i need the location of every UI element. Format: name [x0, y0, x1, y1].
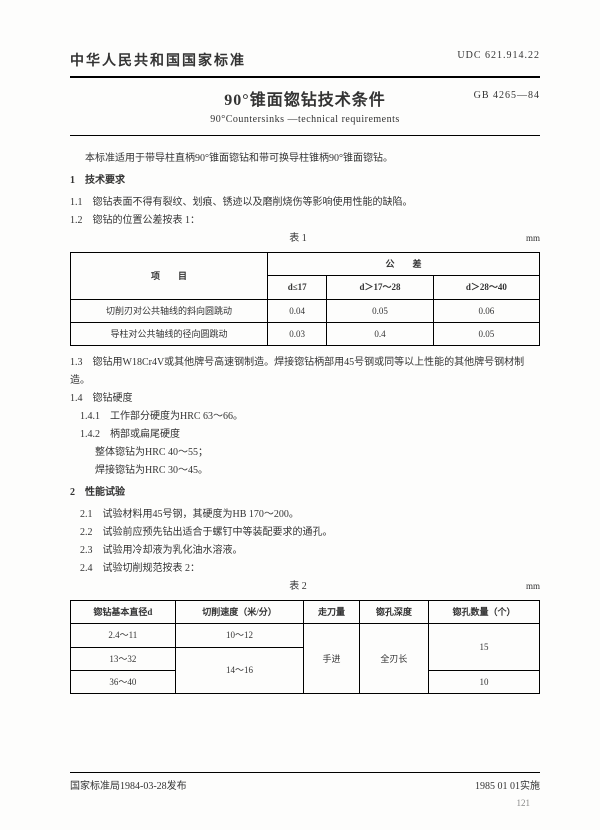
- t2-h5: 锪孔数量（个）: [429, 601, 540, 624]
- para-1-2: 1.2 锪钻的位置公差按表 1：: [70, 212, 540, 230]
- para-1-4-2: 1.4.2 柄部或扁尾硬度: [80, 426, 540, 444]
- t2-h2: 切削速度（米/分）: [175, 601, 304, 624]
- t2-h1: 锪钻基本直径d: [71, 601, 176, 624]
- table1-label: 表 1: [289, 230, 307, 248]
- intro-para: 本标准适用于带导柱直柄90°锥面锪钻和带可换导柱锥柄90°锥面锪钻。: [70, 150, 540, 168]
- para-2-4: 2.4 试验切削规范按表 2：: [80, 560, 540, 578]
- table1-unit: mm: [526, 230, 540, 246]
- table-2: 锪钻基本直径d 切削速度（米/分） 走刀量 锪孔深度 锪孔数量（个） 2.4～1…: [70, 600, 540, 694]
- publish-info: 国家标准局1984-03-28发布: [70, 777, 187, 792]
- table2-unit: mm: [526, 578, 540, 594]
- table-row: 2.4～11 10～12 手进 全刃长 15: [71, 624, 540, 647]
- t1-h-d1: d≤17: [267, 276, 326, 299]
- country-title: 中华人民共和国国家标准: [70, 50, 246, 70]
- page-footer: 国家标准局1984-03-28发布 1985 01 01实施: [70, 772, 540, 792]
- implement-info: 1985 01 01实施: [475, 777, 540, 792]
- section-1-heading: 1 技术要求: [70, 172, 540, 190]
- para-1-3: 1.3 锪钻用W18Cr4V或其他牌号高速钢制造。焊接锪钻柄部用45号钢或同等以…: [70, 354, 540, 390]
- t1-h-d2: d＞17～28: [327, 276, 433, 299]
- t1-h-tol: 公 差: [267, 253, 539, 276]
- para-1-4: 1.4 锪钻硬度: [70, 390, 540, 408]
- header-rule: [70, 76, 540, 78]
- doc-title-cn: 90°锥面锪钻技术条件: [70, 86, 540, 110]
- table2-label: 表 2: [289, 578, 307, 596]
- para-2-3: 2.3 试验用冷却液为乳化油水溶液。: [80, 542, 540, 560]
- title-rule: [70, 135, 540, 136]
- page-number: 121: [517, 798, 531, 808]
- doc-title-en: 90°Countersinks —technical requirements: [70, 114, 540, 125]
- section-2-heading: 2 性能试验: [70, 484, 540, 502]
- t2-h4: 锪孔深度: [359, 601, 428, 624]
- para-1-1: 1.1 锪钻表面不得有裂纹、划痕、锈迹以及磨削烧伤等影响使用性能的缺陷。: [70, 194, 540, 212]
- table-row: 导柱对公共轴线的径向圆跳动 0.03 0.4 0.05: [71, 322, 540, 345]
- udc-code: UDC 621.914.22: [457, 50, 540, 70]
- para-1-4-1: 1.4.1 工作部分硬度为HRC 63～66。: [80, 408, 540, 426]
- t1-h-d3: d＞28～40: [433, 276, 539, 299]
- para-2-1: 2.1 试验材料用45号钢，其硬度为HB 170～200。: [80, 506, 540, 524]
- body-content: 本标准适用于带导柱直柄90°锥面锪钻和带可换导柱锥柄90°锥面锪钻。 1 技术要…: [70, 150, 540, 694]
- t2-h3: 走刀量: [304, 601, 359, 624]
- para-1-4-2a: 整体锪钻为HRC 40～55；: [95, 444, 540, 462]
- table-1: 项 目 公 差 d≤17 d＞17～28 d＞28～40 切削刃对公共轴线的斜向…: [70, 252, 540, 346]
- para-2-2: 2.2 试验前应预先钻出适合于螺钉中等装配要求的通孔。: [80, 524, 540, 542]
- table-row: 切削刃对公共轴线的斜向圆跳动 0.04 0.05 0.06: [71, 299, 540, 322]
- t1-h-item: 项 目: [71, 253, 268, 299]
- gb-code: GB 4265—84: [474, 90, 540, 101]
- para-1-4-2b: 焊接锪钻为HRC 30～45。: [95, 462, 540, 480]
